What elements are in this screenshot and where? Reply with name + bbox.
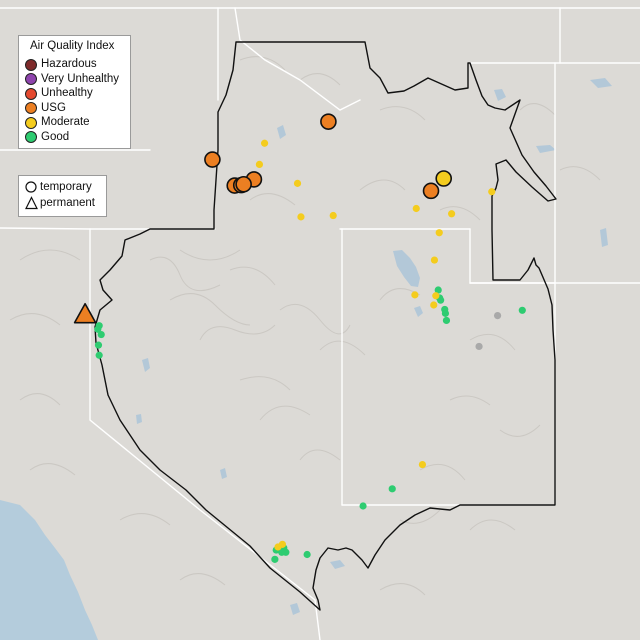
temporary-monitor-marker[interactable] [434, 286, 442, 294]
temporary-monitor-marker[interactable] [432, 292, 440, 300]
temporary-monitor-marker[interactable] [493, 311, 502, 320]
region-boundary [94, 41, 557, 611]
very-unhealthy-swatch-icon [25, 73, 37, 85]
border-id-mt [234, 7, 361, 111]
temporary-monitor-marker[interactable] [411, 291, 419, 299]
monitor-type-legend: temporary permanent [18, 175, 107, 217]
temporary-monitor-marker[interactable] [235, 175, 252, 193]
legend-label: temporary [40, 181, 92, 193]
temporary-monitor-marker[interactable] [255, 160, 264, 169]
temporary-monitor-marker[interactable] [271, 555, 279, 563]
temporary-monitor-marker[interactable] [418, 460, 427, 469]
temporary-monitor-marker[interactable] [293, 179, 302, 187]
permanent-monitor-marker[interactable] [73, 302, 97, 324]
temporary-monitor-marker[interactable] [475, 342, 483, 351]
temporary-monitor-marker[interactable] [282, 548, 290, 556]
temporary-monitor-marker[interactable] [435, 229, 443, 237]
legend-label: permanent [40, 197, 95, 209]
monitor-markers [73, 113, 526, 563]
legend-label: USG [41, 101, 66, 114]
temporary-monitor-marker[interactable] [329, 211, 337, 220]
temporary-monitor-marker[interactable] [320, 113, 337, 130]
legend-label: Unhealthy [41, 87, 93, 99]
salton-sea [290, 603, 300, 615]
temporary-monitor-marker[interactable] [94, 325, 102, 333]
temporary-monitor-marker[interactable] [518, 306, 526, 314]
usg-swatch-icon [25, 102, 37, 114]
flathead-lake [277, 125, 286, 139]
moderate-swatch-icon [25, 116, 37, 129]
temporary-monitor-marker[interactable] [359, 502, 367, 510]
hazardous-swatch-icon [25, 58, 37, 71]
lake-mead [330, 560, 345, 569]
terrain-texture [9, 56, 601, 596]
legend-label: Very Unhealthy [41, 72, 119, 85]
good-swatch-icon [25, 131, 37, 143]
ocean [0, 500, 98, 640]
yellowstone-lake [494, 89, 506, 101]
pyramid-lake [142, 358, 150, 372]
temporary-monitor-marker[interactable] [94, 341, 103, 349]
temporary-monitor-marker[interactable] [488, 188, 496, 196]
legend-label: Good [41, 130, 70, 143]
great-salt-lake [393, 250, 420, 287]
temporary-monitor-marker[interactable] [430, 256, 439, 264]
lake-oahe [600, 228, 608, 247]
temporary-monitor-marker[interactable] [442, 316, 451, 325]
walker-lake [220, 468, 227, 479]
legend-label: Moderate [41, 116, 90, 128]
temporary-monitor-marker[interactable] [97, 330, 105, 339]
temporary-monitor-marker[interactable] [422, 182, 440, 200]
circle-icon [25, 181, 37, 193]
aqi-legend: Air Quality Index Hazardous Very Unhealt… [18, 35, 131, 149]
lake-tahoe [136, 414, 142, 424]
temporary-monitor-marker[interactable] [297, 213, 305, 221]
lakes [136, 78, 612, 615]
border-ca-nv [89, 228, 321, 640]
temporary-monitor-marker[interactable] [388, 485, 396, 493]
temporary-monitor-marker[interactable] [448, 210, 456, 218]
legend-title: Air Quality Index [30, 40, 115, 52]
fort-peck-lake [536, 145, 556, 153]
legend-label: Hazardous [41, 58, 97, 70]
temporary-monitor-marker[interactable] [95, 351, 103, 359]
utah-lake [414, 306, 423, 317]
temporary-monitor-marker[interactable] [303, 550, 311, 559]
triangle-icon [25, 196, 38, 210]
temporary-monitor-marker[interactable] [412, 204, 420, 213]
border-ca-or [0, 227, 91, 230]
temporary-monitor-marker[interactable] [204, 151, 221, 168]
lake-sakakawea [590, 78, 612, 88]
unhealthy-swatch-icon [25, 87, 37, 100]
temporary-monitor-marker[interactable] [430, 301, 438, 309]
temporary-monitor-marker[interactable] [437, 296, 445, 304]
temporary-monitor-marker[interactable] [435, 170, 453, 187]
temporary-monitor-marker[interactable] [260, 139, 269, 147]
temporary-monitor-marker[interactable] [441, 309, 450, 317]
temporary-monitor-marker[interactable] [274, 543, 282, 551]
